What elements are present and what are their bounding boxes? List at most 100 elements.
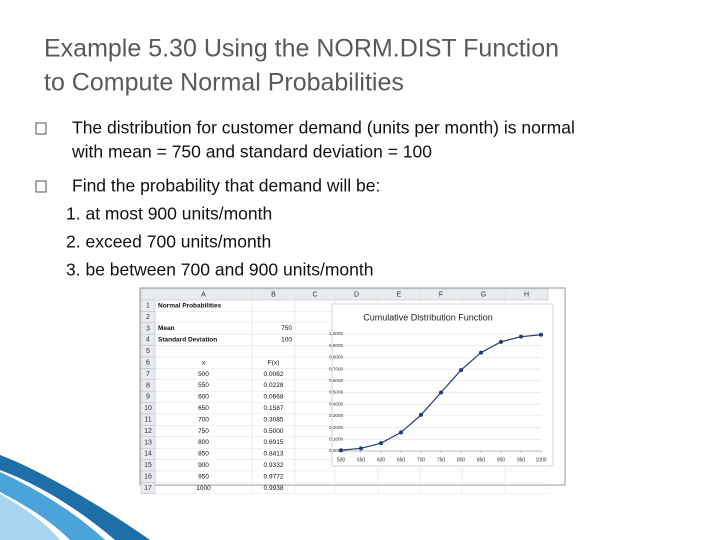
cell: 0.0668 [264, 394, 284, 401]
cell: Normal Probabilities [158, 302, 222, 309]
bullet-text: The distribution for customer demand (un… [72, 118, 575, 138]
x-tick-label: 550 [357, 457, 366, 463]
cell: 500 [198, 371, 209, 378]
row-number: 1 [146, 303, 150, 310]
row-number: 4 [146, 337, 150, 344]
column-header-bar [140, 288, 549, 301]
bullet-icon [35, 180, 47, 193]
x-tick-label: 1000 [535, 457, 546, 463]
cell: 100 [281, 337, 292, 344]
column-header: G [481, 291, 486, 298]
y-tick-label: 0.9000 [329, 343, 343, 348]
cell: 0.6915 [264, 439, 284, 446]
row-number: 11 [144, 417, 151, 424]
cell: 800 [198, 439, 209, 446]
swoosh [0, 455, 150, 540]
row-number: 12 [144, 428, 152, 435]
row-number: 6 [146, 360, 150, 367]
cell: 0.9772 [264, 473, 284, 480]
cell: Standard Deviation [158, 337, 217, 344]
x-tick-label: 500 [337, 457, 346, 463]
cell: 0.1587 [264, 405, 284, 412]
row-number: 15 [144, 462, 152, 469]
y-tick-label: 0.6000 [329, 378, 343, 383]
row-header [140, 482, 156, 495]
bullet-text: 3. be between 700 and 900 units/month [66, 260, 373, 280]
data-point [339, 448, 343, 453]
cell: 0.9938 [264, 485, 284, 492]
cell: x [202, 359, 206, 366]
row-number: 10 [144, 405, 152, 412]
cell: 0.8413 [264, 451, 284, 458]
cell: 1000 [196, 485, 211, 492]
cell: Mean [158, 325, 175, 332]
cell: 0.3085 [264, 416, 284, 423]
row-number: 7 [146, 371, 150, 378]
data-point [379, 441, 383, 446]
cell: 850 [198, 451, 209, 458]
bullet-text: Find the probability that demand will be… [72, 176, 380, 196]
row-number: 16 [144, 474, 152, 481]
chart-area [331, 303, 554, 467]
title-line: Example 5.30 Using the NORM.DIST Functio… [44, 35, 559, 63]
x-tick-label: 600 [377, 457, 386, 463]
y-tick-label: 0.0000 [329, 448, 343, 453]
column-header: A [201, 291, 206, 298]
y-tick-label: 0.2000 [329, 425, 343, 430]
row-number: 13 [144, 439, 152, 446]
data-point [539, 332, 543, 337]
title-line: to Compute Normal Probabilities [44, 69, 404, 97]
bullet-icon [35, 122, 47, 135]
column-header: F [439, 291, 443, 298]
cell: 650 [198, 405, 209, 412]
y-tick-label: 0.8000 [329, 355, 343, 360]
bullet-text: with mean = 750 and standard deviation =… [71, 142, 432, 162]
y-tick-label: 0.5000 [329, 390, 343, 395]
cell: 600 [198, 394, 209, 401]
y-tick-label: 0.1000 [329, 437, 343, 442]
x-tick-label: 750 [437, 457, 446, 463]
chart-title: Cumulative Distribution Function [363, 312, 493, 322]
cell: 950 [198, 473, 209, 480]
x-tick-label: 950 [517, 457, 526, 463]
cell: 700 [198, 416, 209, 423]
row-number: 17 [144, 485, 152, 492]
column-header: D [354, 291, 359, 298]
x-tick-label: 900 [497, 457, 506, 463]
x-tick-label: 650 [397, 457, 406, 463]
row-number: 2 [146, 314, 150, 321]
x-tick-label: 850 [477, 457, 486, 463]
cell: 900 [198, 462, 209, 469]
y-tick-label: 1.0000 [329, 331, 343, 336]
column-header: B [271, 291, 276, 298]
data-point [439, 390, 443, 395]
x-tick-label: 700 [417, 457, 426, 463]
row-number: 5 [146, 348, 150, 355]
y-tick-label: 0.3000 [329, 413, 343, 418]
data-point [499, 339, 503, 344]
row-number: 3 [146, 325, 150, 332]
cell: 750 [198, 428, 209, 435]
bullet-text: 1. at most 900 units/month [66, 204, 272, 224]
cell: 0.0062 [264, 371, 284, 378]
x-tick-label: 800 [457, 457, 466, 463]
data-point [419, 412, 423, 417]
row-number: 9 [146, 394, 150, 401]
cell: 0.5000 [264, 428, 284, 435]
cell: 0.9332 [264, 462, 284, 469]
column-header: C [312, 291, 317, 298]
data-point [459, 368, 463, 373]
row-number: 8 [146, 382, 150, 389]
bullet-text: 2. exceed 700 units/month [66, 232, 271, 252]
data-point [519, 334, 523, 339]
column-header: E [397, 291, 402, 298]
data-point [359, 446, 363, 451]
y-tick-label: 0.4000 [329, 401, 343, 406]
cell: 750 [281, 325, 292, 332]
cell: F(x) [268, 359, 280, 366]
row-number: 14 [144, 451, 152, 458]
data-point [479, 350, 483, 355]
column-header: H [524, 291, 529, 298]
y-tick-label: 0.7000 [329, 366, 343, 371]
